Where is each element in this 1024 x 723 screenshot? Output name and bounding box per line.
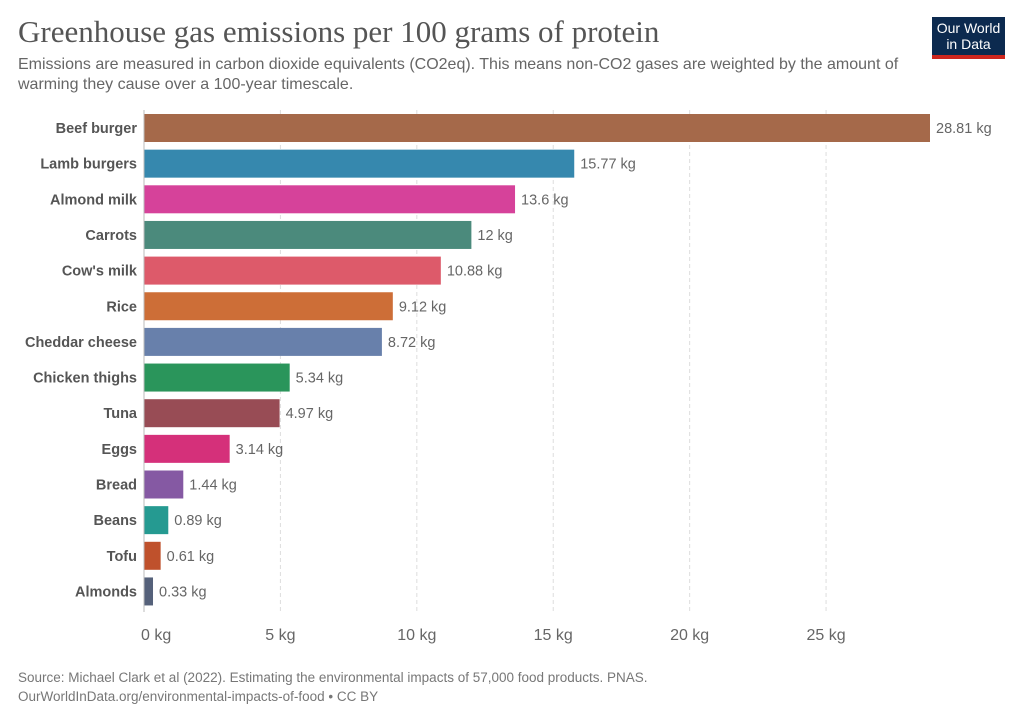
bar xyxy=(144,470,184,499)
value-label: 0.89 kg xyxy=(174,513,222,529)
value-label: 3.14 kg xyxy=(236,442,284,458)
x-tick-label: 5 kg xyxy=(265,627,295,644)
value-label: 5.34 kg xyxy=(296,371,344,387)
category-label: Beef burger xyxy=(56,121,138,137)
category-label: Chicken thighs xyxy=(33,371,137,387)
value-label: 12 kg xyxy=(477,228,512,244)
bar xyxy=(144,506,169,535)
x-tick-label: 20 kg xyxy=(670,627,709,644)
category-label: Tofu xyxy=(107,549,137,565)
bar xyxy=(144,327,382,356)
value-label: 0.33 kg xyxy=(159,584,207,600)
bar xyxy=(144,292,393,321)
bar xyxy=(144,149,575,178)
bar xyxy=(144,577,154,606)
value-label: 28.81 kg xyxy=(936,121,992,137)
category-label: Bread xyxy=(96,478,137,494)
value-label: 15.77 kg xyxy=(580,157,636,173)
x-tick-label: 25 kg xyxy=(806,627,845,644)
category-label: Almonds xyxy=(75,584,137,600)
value-label: 1.44 kg xyxy=(189,478,237,494)
category-label: Tuna xyxy=(103,406,137,422)
bar xyxy=(144,114,930,142)
x-tick-label: 10 kg xyxy=(397,627,436,644)
category-label: Cow's milk xyxy=(62,264,138,280)
value-label: 13.6 kg xyxy=(521,192,569,208)
bar xyxy=(144,434,230,463)
category-label: Lamb burgers xyxy=(40,157,137,173)
category-label: Carrots xyxy=(85,228,137,244)
category-label: Beans xyxy=(93,513,137,529)
bar-chart: 0 kg 5 kg 10 kg 15 kg 20 kg 25 kg Beef burger 2… xyxy=(25,110,992,644)
source-text: Source: Michael Clark et al (2022). Esti… xyxy=(18,670,648,685)
value-label: 4.97 kg xyxy=(286,406,334,422)
source-note: Source: Michael Clark et al (2022). Esti… xyxy=(18,668,648,706)
category-label: Eggs xyxy=(102,442,137,458)
bar xyxy=(144,363,290,392)
value-label: 0.61 kg xyxy=(167,549,215,565)
category-label: Almond milk xyxy=(50,192,138,208)
bar xyxy=(144,185,516,214)
x-tick-label: 15 kg xyxy=(534,627,573,644)
chart-title: Greenhouse gas emissions per 100 grams o… xyxy=(18,14,660,49)
bar xyxy=(144,399,280,428)
bar xyxy=(144,220,472,249)
category-label: Rice xyxy=(106,299,137,315)
value-label: 9.12 kg xyxy=(399,299,447,315)
value-label: 8.72 kg xyxy=(388,335,436,351)
bar xyxy=(144,256,441,285)
chart-subtitle: Emissions are measured in carbon dioxide… xyxy=(18,56,899,93)
value-label: 10.88 kg xyxy=(447,264,503,280)
bar xyxy=(144,541,161,570)
owid-logo[interactable]: Our World in Data xyxy=(932,17,1005,59)
category-label: Cheddar cheese xyxy=(25,335,137,351)
source-url[interactable]: OurWorldInData.org/environmental-impacts… xyxy=(18,689,379,704)
x-tick-label: 0 kg xyxy=(141,627,171,644)
